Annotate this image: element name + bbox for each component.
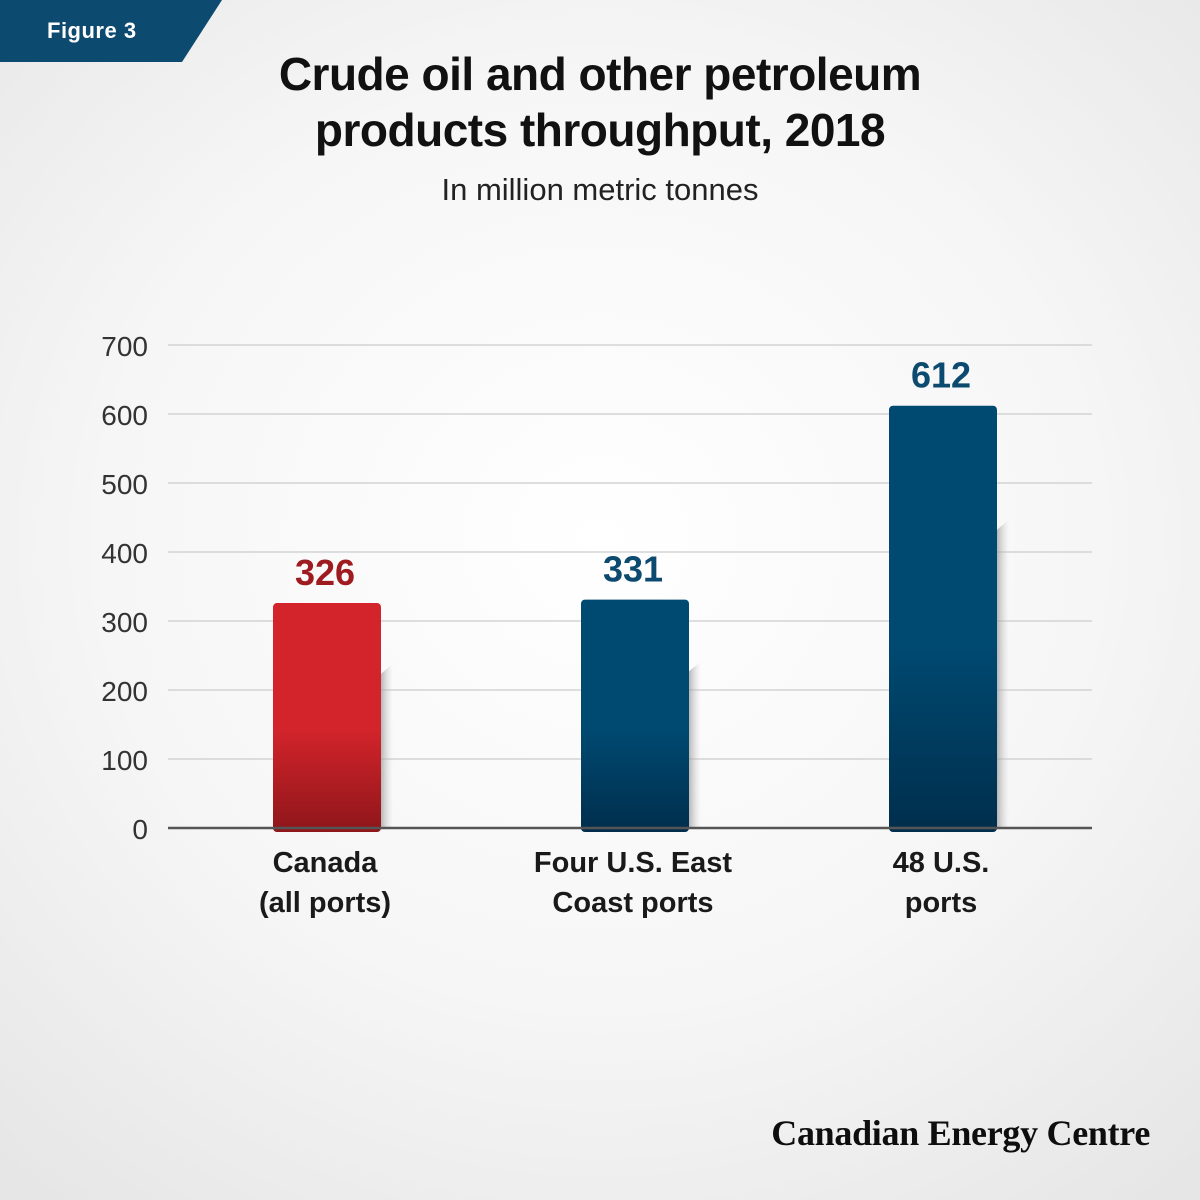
chart-title-line-2: products throughput, 2018: [314, 104, 886, 156]
bar-shadow: [689, 661, 701, 828]
y-tick-label: 300: [101, 607, 148, 638]
data-label: 326: [295, 552, 355, 593]
figure-tag-background: [0, 0, 222, 62]
y-tick-label: 500: [101, 469, 148, 500]
x-tick-label: Coast ports: [552, 887, 713, 919]
chart-title: Crude oil and other petroleum products t…: [60, 46, 1140, 158]
bar: [889, 405, 997, 832]
chart-subtitle: In million metric tonnes: [441, 172, 759, 207]
bar-shadow: [997, 519, 1009, 828]
x-tick-label: 48 U.S.: [893, 847, 990, 879]
y-tick-label: 200: [101, 676, 148, 707]
y-tick-label: 100: [101, 745, 148, 776]
y-tick-label: 600: [101, 400, 148, 431]
bar-chart: 0 100 200 300 400 500 600 700 326 Canada (all port…: [101, 331, 1092, 919]
x-tick-label: ports: [905, 887, 978, 919]
y-tick-label: 0: [132, 814, 148, 845]
x-tick-label: Four U.S. East: [534, 847, 733, 879]
y-tick-label: 400: [101, 538, 148, 569]
bar-shadow: [381, 663, 393, 828]
x-tick-label: Canada: [273, 847, 379, 879]
x-tick-label: (all ports): [259, 887, 391, 919]
data-label: 331: [603, 549, 663, 590]
data-label: 612: [911, 355, 971, 396]
brand-logo: Canadian Energy Centre: [771, 1113, 1150, 1153]
bar: [273, 603, 381, 832]
chart-title-line-1: Crude oil and other petroleum: [278, 48, 922, 100]
figure-tag-shape: [0, 0, 222, 62]
figure-label: Figure 3: [47, 18, 137, 43]
figure-tag: Figure 3: [0, 0, 222, 62]
y-tick-label: 700: [101, 331, 148, 362]
bar: [581, 599, 689, 832]
